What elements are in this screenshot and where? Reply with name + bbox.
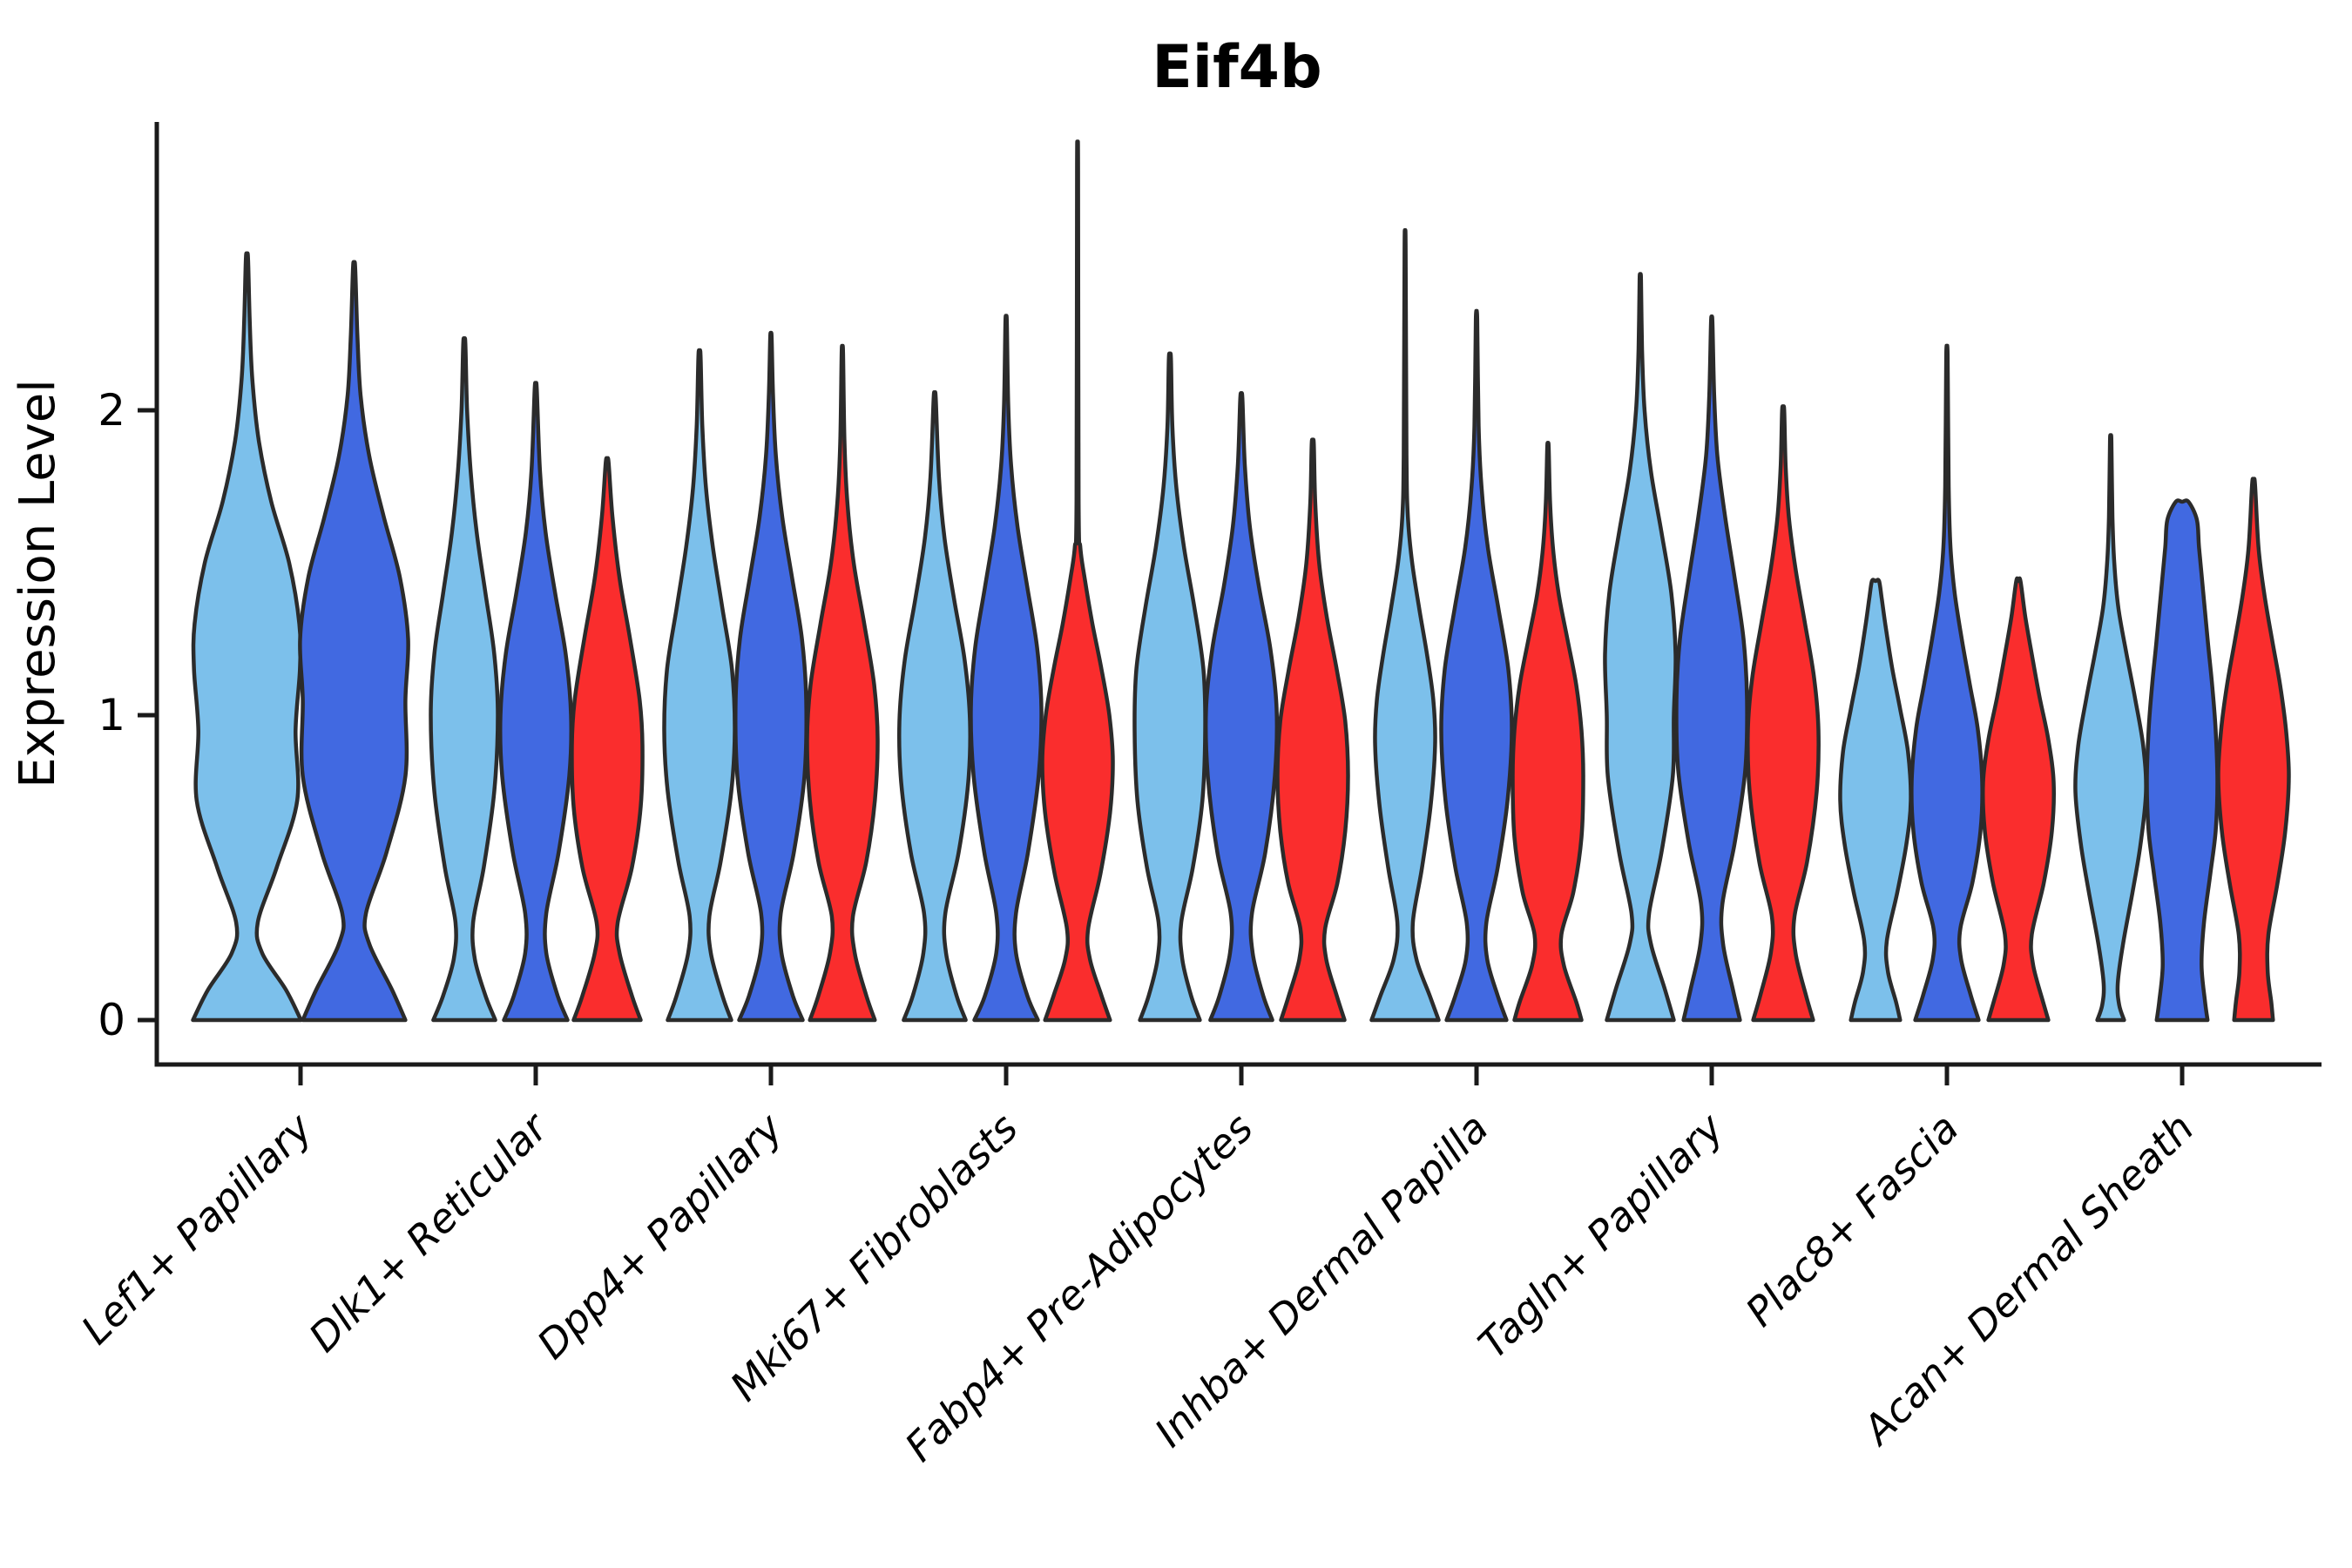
violin-fabp4-pre-adipocytes-light-blue — [1132, 351, 1207, 1023]
y-axis-label: Expression Level — [10, 379, 66, 788]
violin-inhba-dermal-papilla-light-blue — [1369, 227, 1441, 1023]
violin-plac8-fascia-red — [1981, 576, 2056, 1023]
violin-tagln-papillary-royal-blue — [1674, 314, 1749, 1023]
violin-dpp4-papillary-royal-blue — [733, 330, 808, 1023]
violin-plac8-fascia-royal-blue — [1909, 343, 1984, 1023]
violin-acan-dermal-sheath-red — [2216, 476, 2291, 1023]
x-tick-label: Dlk1+ Reticular — [300, 1102, 558, 1361]
x-tick-label: Tagln+ Papillary — [1469, 1104, 1733, 1368]
x-tick-label: Dpp4+ Papillary — [528, 1104, 792, 1368]
violin-mki67-fibroblasts-royal-blue — [969, 314, 1044, 1023]
y-tick-label: 2 — [98, 385, 125, 436]
violin-dlk1-reticular-red — [570, 456, 645, 1023]
violin-tagln-papillary-light-blue — [1603, 272, 1678, 1023]
y-tick-label: 1 — [98, 690, 125, 740]
x-tick-label: Plac8+ Fascia — [1736, 1105, 1967, 1335]
violin-fabp4-pre-adipocytes-red — [1275, 437, 1350, 1023]
y-tick-label: 0 — [98, 995, 125, 1045]
violin-acan-dermal-sheath-light-blue — [2073, 433, 2148, 1023]
violin-mki67-fibroblasts-red — [1040, 139, 1115, 1023]
violin-acan-dermal-sheath-royal-blue — [2145, 498, 2220, 1023]
violin-inhba-dermal-papilla-red — [1511, 441, 1585, 1023]
violin-dpp4-papillary-red — [805, 343, 880, 1023]
violin-dpp4-papillary-light-blue — [662, 348, 737, 1023]
violin-dlk1-reticular-light-blue — [429, 336, 500, 1023]
violin-mki67-fibroblasts-light-blue — [896, 390, 973, 1023]
x-tick-label: Lef1+ Papillary — [72, 1104, 321, 1353]
violin-inhba-dermal-papilla-royal-blue — [1439, 308, 1514, 1023]
violin-tagln-papillary-red — [1746, 404, 1821, 1023]
chart-title: Eif4b — [1152, 33, 1321, 102]
violin-lef1-papillary-light-blue — [191, 251, 303, 1023]
violin-fabp4-pre-adipocytes-royal-blue — [1203, 391, 1280, 1023]
violin-plac8-fascia-light-blue — [1838, 578, 1913, 1023]
violin-dlk1-reticular-royal-blue — [497, 381, 574, 1023]
violins-layer — [191, 139, 2291, 1023]
violin-lef1-papillary-royal-blue — [298, 260, 410, 1023]
